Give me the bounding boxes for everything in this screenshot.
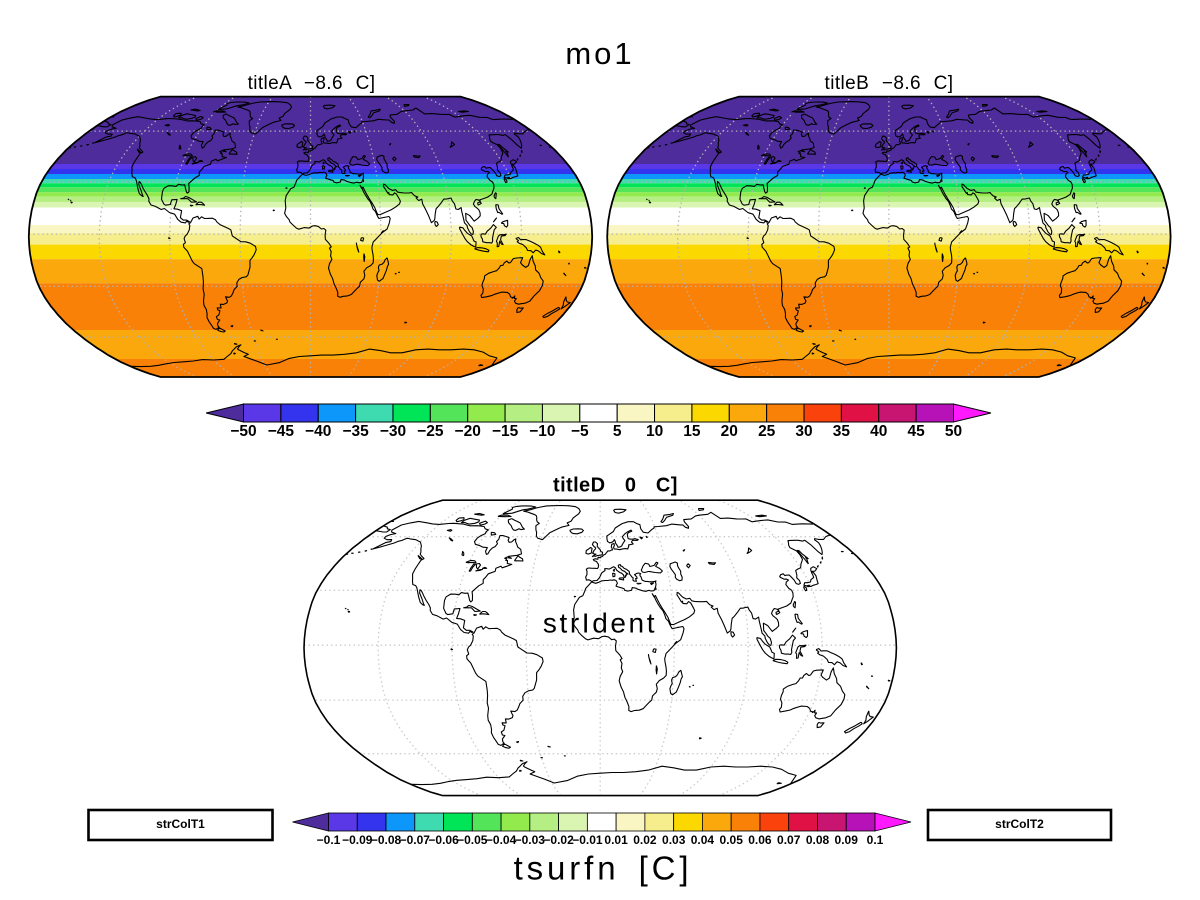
svg-text:strColT1: strColT1 bbox=[156, 817, 205, 831]
svg-text:0.07: 0.07 bbox=[777, 833, 801, 847]
svg-text:5: 5 bbox=[613, 423, 622, 440]
svg-text:tsurfn [C]: tsurfn [C] bbox=[514, 850, 693, 887]
svg-text:strIdent: strIdent bbox=[543, 608, 657, 639]
svg-text:−0.04: −0.04 bbox=[486, 833, 517, 847]
svg-text:−40: −40 bbox=[305, 423, 331, 440]
svg-text:−0.1: −0.1 bbox=[317, 833, 341, 847]
svg-text:0.01: 0.01 bbox=[604, 833, 628, 847]
svg-text:0.08: 0.08 bbox=[806, 833, 830, 847]
svg-text:35: 35 bbox=[833, 423, 851, 440]
svg-text:50: 50 bbox=[945, 423, 962, 440]
svg-text:10: 10 bbox=[646, 423, 663, 440]
svg-text:strColT2: strColT2 bbox=[995, 817, 1044, 831]
svg-text:titleD 0 C]: titleD 0 C] bbox=[553, 475, 678, 497]
svg-text:mo1: mo1 bbox=[565, 36, 634, 71]
svg-text:0.02: 0.02 bbox=[633, 833, 657, 847]
svg-text:−0.01: −0.01 bbox=[572, 833, 603, 847]
svg-text:−15: −15 bbox=[492, 423, 519, 440]
svg-text:40: 40 bbox=[870, 423, 887, 440]
svg-text:−50: −50 bbox=[230, 423, 256, 440]
svg-text:−20: −20 bbox=[455, 423, 481, 440]
svg-text:−5: −5 bbox=[571, 423, 589, 440]
svg-text:0.04: 0.04 bbox=[691, 833, 715, 847]
svg-text:−10: −10 bbox=[529, 423, 555, 440]
svg-text:−0.07: −0.07 bbox=[400, 833, 431, 847]
svg-text:−0.02: −0.02 bbox=[543, 833, 574, 847]
svg-text:45: 45 bbox=[907, 423, 925, 440]
svg-text:−0.05: −0.05 bbox=[457, 833, 488, 847]
svg-text:15: 15 bbox=[683, 423, 701, 440]
svg-text:titleA −8.6 C]: titleA −8.6 C] bbox=[248, 73, 376, 94]
svg-text:−0.06: −0.06 bbox=[428, 833, 459, 847]
svg-text:0.03: 0.03 bbox=[662, 833, 686, 847]
svg-text:−35: −35 bbox=[342, 423, 369, 440]
svg-text:−0.09: −0.09 bbox=[342, 833, 373, 847]
svg-text:−45: −45 bbox=[268, 423, 295, 440]
svg-text:−0.08: −0.08 bbox=[371, 833, 402, 847]
svg-text:0.09: 0.09 bbox=[835, 833, 859, 847]
svg-text:titleB −8.6 C]: titleB −8.6 C] bbox=[825, 73, 954, 94]
svg-text:25: 25 bbox=[758, 423, 776, 440]
svg-text:−0.03: −0.03 bbox=[515, 833, 546, 847]
svg-text:0.1: 0.1 bbox=[867, 833, 884, 847]
svg-text:−30: −30 bbox=[380, 423, 406, 440]
svg-text:−25: −25 bbox=[417, 423, 444, 440]
svg-text:0.06: 0.06 bbox=[748, 833, 772, 847]
svg-text:0.05: 0.05 bbox=[720, 833, 744, 847]
svg-text:20: 20 bbox=[721, 423, 738, 440]
svg-text:30: 30 bbox=[795, 423, 812, 440]
